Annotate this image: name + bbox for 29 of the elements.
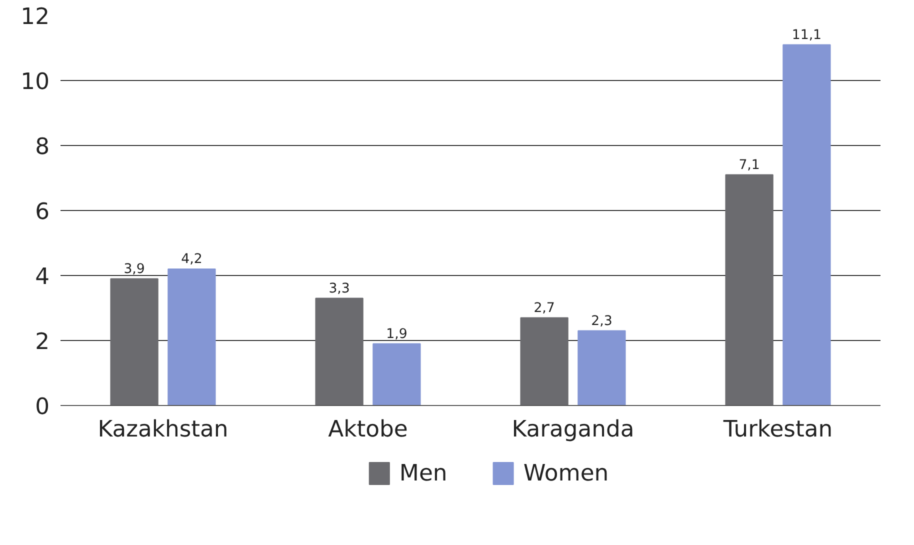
y-tick-label: 8	[35, 134, 50, 160]
bar	[110, 278, 158, 406]
bar	[372, 343, 421, 406]
bar	[578, 330, 626, 406]
data-label: 2,3	[591, 314, 612, 329]
legend-label: Men	[399, 460, 448, 486]
x-tick-label: Turkestan	[722, 416, 833, 442]
data-label: 7,1	[738, 158, 760, 173]
bar	[520, 317, 568, 406]
data-label: 3,9	[124, 262, 145, 277]
data-label: 2,7	[534, 300, 555, 316]
bar	[725, 174, 774, 406]
y-tick-label: 4	[35, 264, 50, 290]
x-tick-label: Kazakhstan	[98, 416, 228, 442]
y-tick-label: 12	[20, 4, 50, 30]
x-tick-label: Aktobe	[328, 416, 408, 442]
legend-label: Women	[523, 460, 609, 486]
y-tick-label: 10	[20, 69, 50, 95]
data-label: 11,1	[792, 28, 822, 43]
bar	[782, 44, 831, 406]
bar	[168, 268, 216, 406]
y-tick-label: 0	[35, 394, 50, 420]
data-label: 4,2	[181, 252, 202, 267]
y-tick-label: 6	[35, 199, 50, 225]
y-tick-label: 2	[35, 329, 50, 355]
data-label: 3,3	[328, 281, 350, 296]
bar	[315, 298, 364, 406]
data-label: 1,9	[386, 326, 408, 342]
x-tick-label: Karaganda	[512, 416, 634, 442]
